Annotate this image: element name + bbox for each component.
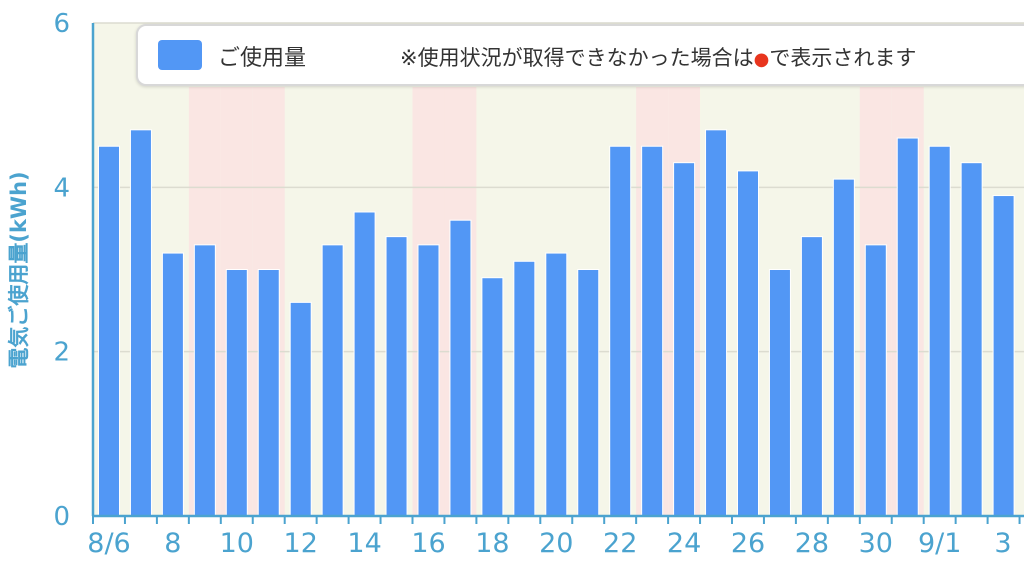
legend-note-prefix: ※使用状況が取得できなかった場合は <box>400 46 754 70</box>
bar <box>992 195 1015 517</box>
bar <box>257 269 280 517</box>
bar <box>353 211 376 517</box>
bar <box>545 252 568 517</box>
legend-swatch <box>158 40 202 70</box>
x-tick-label: 9/1 <box>918 528 961 559</box>
legend-series-label: ご使用量 <box>218 46 307 71</box>
bar <box>609 145 632 517</box>
red-dot-icon: ● <box>753 49 770 70</box>
bar <box>641 145 664 517</box>
bar <box>768 269 791 517</box>
bar <box>385 236 408 517</box>
bar <box>960 162 983 517</box>
x-tick-label: 24 <box>667 528 701 559</box>
x-tick-label: 12 <box>284 528 318 559</box>
bar <box>705 129 728 517</box>
bar <box>98 145 120 517</box>
x-tick-label: 18 <box>475 528 509 559</box>
bar <box>864 244 887 517</box>
bar <box>161 252 184 517</box>
bar <box>737 170 759 517</box>
x-tick-label: 14 <box>347 528 381 559</box>
bar <box>321 244 344 517</box>
bar <box>449 219 472 517</box>
bar <box>481 277 504 517</box>
x-tick-label: 3 <box>994 528 1011 559</box>
bar <box>577 269 600 517</box>
bar <box>193 244 216 517</box>
bar <box>800 236 823 517</box>
x-tick-label: 26 <box>731 528 765 559</box>
x-tick-label: 28 <box>795 528 829 559</box>
y-tick-label: 6 <box>53 9 70 39</box>
x-tick-label: 30 <box>859 528 893 559</box>
x-tick-label: 20 <box>539 528 573 559</box>
bar <box>417 244 440 517</box>
x-tick-label: 16 <box>411 528 445 559</box>
bar <box>225 269 248 517</box>
bar <box>289 301 312 517</box>
x-tick-label: 22 <box>603 528 637 559</box>
y-tick-label: 2 <box>53 338 70 368</box>
y-tick-label: 4 <box>53 173 70 203</box>
bar <box>832 178 855 517</box>
x-tick-label: 8/6 <box>87 528 130 559</box>
bar <box>513 260 536 517</box>
legend-note-suffix: で表示されます <box>769 46 917 70</box>
bar <box>928 145 951 517</box>
legend-box: ご使用量 ※使用状況が取得できなかった場合は●で表示されます <box>136 24 1024 86</box>
x-tick-label: 10 <box>220 528 254 559</box>
bar <box>896 137 919 517</box>
x-tick-label: 8 <box>164 528 181 559</box>
bar <box>673 162 696 517</box>
y-axis-title: 電気ご使用量(kWh) <box>7 171 31 369</box>
y-tick-label: 0 <box>53 502 70 532</box>
bar <box>129 129 152 517</box>
legend-note: ※使用状況が取得できなかった場合は●で表示されます <box>400 42 916 72</box>
